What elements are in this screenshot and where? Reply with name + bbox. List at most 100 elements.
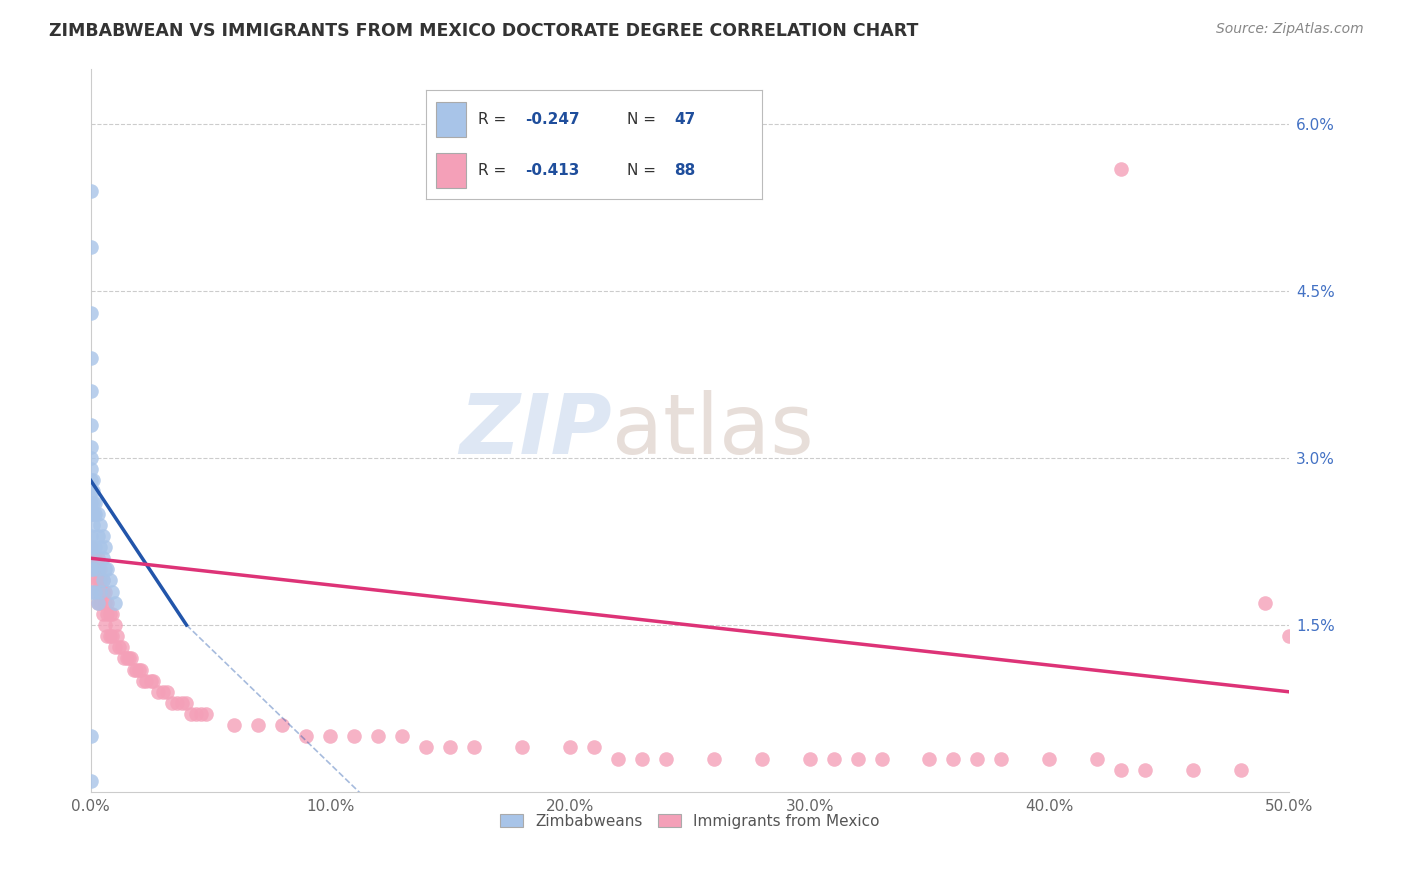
Point [1278, 629, 1301, 643]
Point [606, 751, 628, 765]
Point [84, 495, 107, 509]
Point [870, 751, 893, 765]
Point [166, 696, 188, 710]
Point [87, 551, 110, 566]
Point [1109, 161, 1132, 176]
Point [190, 707, 212, 722]
Point [79, 306, 101, 320]
Point [582, 740, 605, 755]
Point [82, 562, 104, 576]
Point [79, 507, 101, 521]
Point [115, 651, 138, 665]
Text: Source: ZipAtlas.com: Source: ZipAtlas.com [1216, 22, 1364, 37]
Text: ZIMBABWEAN VS IMMIGRANTS FROM MEXICO DOCTORATE DEGREE CORRELATION CHART: ZIMBABWEAN VS IMMIGRANTS FROM MEXICO DOC… [49, 22, 918, 40]
Point [82, 495, 104, 509]
Point [79, 584, 101, 599]
Point [751, 751, 773, 765]
Point [87, 596, 110, 610]
Point [118, 651, 141, 665]
Point [918, 751, 941, 765]
Point [129, 663, 152, 677]
Point [439, 740, 461, 755]
Point [91, 607, 114, 621]
Point [94, 584, 117, 599]
Point [79, 417, 101, 432]
Point [146, 685, 169, 699]
Point [79, 451, 101, 466]
Point [108, 640, 131, 655]
Point [96, 562, 118, 576]
Point [87, 507, 110, 521]
Point [112, 651, 135, 665]
Point [128, 663, 150, 677]
Point [125, 663, 148, 677]
Point [990, 751, 1012, 765]
Point [367, 729, 389, 743]
Point [87, 562, 110, 576]
Point [96, 607, 118, 621]
Point [79, 440, 101, 454]
Point [94, 540, 117, 554]
Point [343, 729, 366, 743]
Point [122, 663, 145, 677]
Point [823, 751, 845, 765]
Point [84, 507, 107, 521]
Point [79, 540, 101, 554]
Point [160, 696, 183, 710]
Point [1038, 751, 1060, 765]
Point [94, 562, 117, 576]
Point [79, 540, 101, 554]
Point [271, 718, 294, 732]
Point [132, 673, 155, 688]
Point [152, 685, 174, 699]
Point [79, 473, 101, 487]
Point [101, 584, 124, 599]
Text: ZIP: ZIP [460, 390, 612, 471]
Point [103, 596, 125, 610]
Text: atlas: atlas [612, 390, 814, 471]
Point [180, 707, 202, 722]
Point [79, 551, 101, 566]
Point [89, 574, 111, 588]
Point [79, 462, 101, 476]
Point [703, 751, 725, 765]
Point [82, 517, 104, 532]
Point [415, 740, 437, 755]
Point [96, 596, 118, 610]
Point [84, 540, 107, 554]
Point [79, 562, 101, 576]
Point [1109, 763, 1132, 777]
Point [655, 751, 678, 765]
Point [1254, 596, 1277, 610]
Point [94, 596, 117, 610]
Point [84, 584, 107, 599]
Point [1182, 763, 1205, 777]
Point [170, 696, 193, 710]
Point [631, 751, 654, 765]
Point [91, 574, 114, 588]
Point [176, 696, 198, 710]
Point [91, 551, 114, 566]
Point [558, 740, 581, 755]
Point [120, 651, 142, 665]
Point [91, 584, 114, 599]
Point [98, 574, 121, 588]
Point [391, 729, 413, 743]
Point [89, 540, 111, 554]
Point [799, 751, 821, 765]
Point [142, 673, 165, 688]
Point [87, 574, 110, 588]
Point [1133, 763, 1156, 777]
Point [103, 640, 125, 655]
Point [79, 529, 101, 543]
Point [82, 574, 104, 588]
Point [84, 562, 107, 576]
Point [91, 574, 114, 588]
Point [96, 629, 118, 643]
Point [89, 584, 111, 599]
Point [79, 773, 101, 788]
Point [139, 673, 162, 688]
Point [79, 729, 101, 743]
Point [101, 607, 124, 621]
Point [79, 239, 101, 253]
